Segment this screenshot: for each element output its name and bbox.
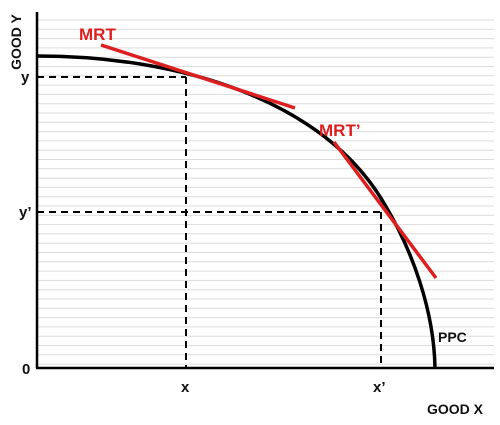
mrt-prime-label: MRT’ [319,121,361,140]
mrt-label: MRT [79,25,116,44]
origin-label: 0 [22,361,30,378]
grid-lines [38,19,494,365]
y-axis-title: GOOD Y [8,13,24,69]
ppc-label: PPC [438,329,467,345]
x-prime-tick-label: x’ [373,379,386,396]
y-prime-tick-label: y’ [19,204,32,221]
mrt-tangent-line [100,43,296,110]
ppc-curve [36,54,437,369]
x-tick-label: x [181,379,190,396]
y-tick-label: y [21,69,30,86]
x-axis-title: GOOD X [427,401,484,417]
mrt-prime-tangent-line [332,140,438,280]
